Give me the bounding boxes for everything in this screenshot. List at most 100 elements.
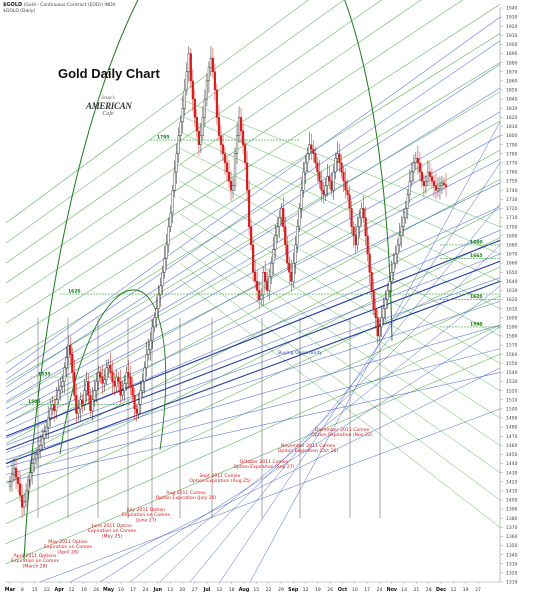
candle-body: [119, 381, 122, 396]
candle-body: [414, 158, 417, 164]
y-tick-label: 1450: [506, 452, 518, 458]
candle-body: [22, 501, 26, 508]
annotation-line: Expiration on Comex: [88, 528, 136, 534]
candle-body: [388, 281, 391, 291]
y-axis: 1940 1930 1920 1910 1900 1890 1880 1870 1860 1850…: [499, 6, 518, 586]
candle-body: [436, 188, 440, 191]
candlesticks: [8, 46, 448, 519]
candle-body: [95, 381, 98, 391]
candle-body: [165, 244, 168, 259]
y-tick-label: 1910: [506, 33, 518, 39]
large-arc: [23, 0, 393, 560]
x-tick-label: 12: [450, 587, 456, 593]
candle-body: [8, 481, 12, 487]
y-tick-label: 1570: [506, 343, 518, 349]
annotation-line: (May 25): [102, 533, 123, 539]
candle-body: [31, 463, 34, 473]
candle-body: [65, 357, 68, 369]
trend-line: [179, 180, 501, 364]
candle-body: [356, 226, 359, 246]
annotation-line: Expiration on Comex: [122, 512, 170, 518]
candle-body: [294, 244, 297, 264]
trend-line: [179, 246, 501, 473]
candle-body: [229, 180, 233, 191]
candle-body: [16, 477, 20, 484]
candle-body: [26, 479, 30, 492]
candle-body: [290, 272, 293, 282]
candle-body: [382, 308, 385, 318]
y-tick-label: 1370: [506, 525, 518, 531]
trend-line: [179, 115, 501, 255]
candle-body: [328, 176, 331, 182]
symbol-label: $GOLD: [3, 2, 23, 8]
trend-line: [5, 64, 501, 388]
candle-body: [28, 472, 32, 481]
candle-body: [169, 212, 172, 227]
x-tick-label: 22: [266, 587, 272, 593]
y-tick-label: 1900: [506, 42, 518, 48]
y-tick-label: 1490: [506, 416, 518, 422]
candle-body: [39, 445, 42, 451]
y-tick-label: 1420: [506, 479, 518, 485]
x-tick-label: 21: [413, 587, 419, 593]
logo-line-1: Jesse's: [101, 96, 115, 101]
candle-body: [20, 495, 24, 508]
candle-body: [376, 317, 379, 337]
candle-body: [380, 317, 383, 328]
candle-body: [81, 399, 84, 405]
x-tick-label: 27: [192, 587, 198, 593]
y-tick-label: 1380: [506, 516, 518, 522]
candle-body: [161, 272, 164, 287]
period-label: $GOLD (Daily): [3, 9, 36, 14]
trend-line: [179, 230, 501, 446]
x-tick-label: 8: [21, 587, 24, 593]
candle-body: [394, 253, 397, 264]
candle-body: [113, 381, 116, 387]
y-tick-label: 1920: [506, 24, 518, 30]
candle-body: [217, 117, 221, 136]
candle-body: [418, 162, 421, 173]
candle-body: [256, 281, 259, 291]
candle-body: [318, 171, 321, 182]
x-tick-label: 24: [143, 587, 149, 593]
candle-body: [18, 483, 22, 496]
trend-line: [179, 262, 501, 501]
y-tick-label: 1710: [506, 215, 518, 221]
candle-body: [51, 404, 54, 410]
candle-body: [85, 381, 88, 391]
y-tick-label: 1840: [506, 97, 518, 103]
trend-line: [5, 372, 501, 483]
annotation-line: (March 28): [23, 563, 48, 569]
trend-line: [5, 0, 382, 264]
candle-body: [221, 144, 225, 154]
candle-body: [276, 226, 279, 236]
y-tick-label: 1810: [506, 124, 518, 130]
candle-body: [336, 153, 339, 159]
candle-body: [422, 180, 425, 186]
candle-body: [137, 404, 140, 414]
candle-body: [392, 262, 395, 273]
candle-body: [241, 130, 245, 145]
trend-line: [69, 367, 501, 583]
candle-body: [167, 226, 170, 246]
candle-body: [61, 381, 64, 387]
candle-body: [266, 281, 269, 291]
x-tick-label: 19: [315, 587, 321, 593]
candle-body: [99, 372, 102, 378]
y-tick-label: 1360: [506, 534, 518, 540]
y-tick-label: 1610: [506, 306, 518, 312]
chart-header: $GOLD (Gold - Continuous Contract (EOD))…: [3, 2, 116, 15]
candle-body: [143, 367, 146, 382]
annotation-line: November 2011 Comex: [281, 443, 336, 449]
level-label: 1535: [38, 372, 51, 378]
x-tick-label: 24: [377, 587, 383, 593]
candle-body: [402, 217, 405, 227]
candle-body: [320, 180, 323, 191]
x-tick-label: Jul: [203, 587, 211, 593]
candle-body: [239, 117, 243, 132]
candle-body: [121, 390, 124, 396]
candle-body: [400, 226, 403, 236]
candle-body: [123, 383, 126, 391]
candle-body: [346, 190, 349, 195]
expiration-annotation: June 2011 Option Expiration on Comex (May …: [88, 523, 136, 539]
